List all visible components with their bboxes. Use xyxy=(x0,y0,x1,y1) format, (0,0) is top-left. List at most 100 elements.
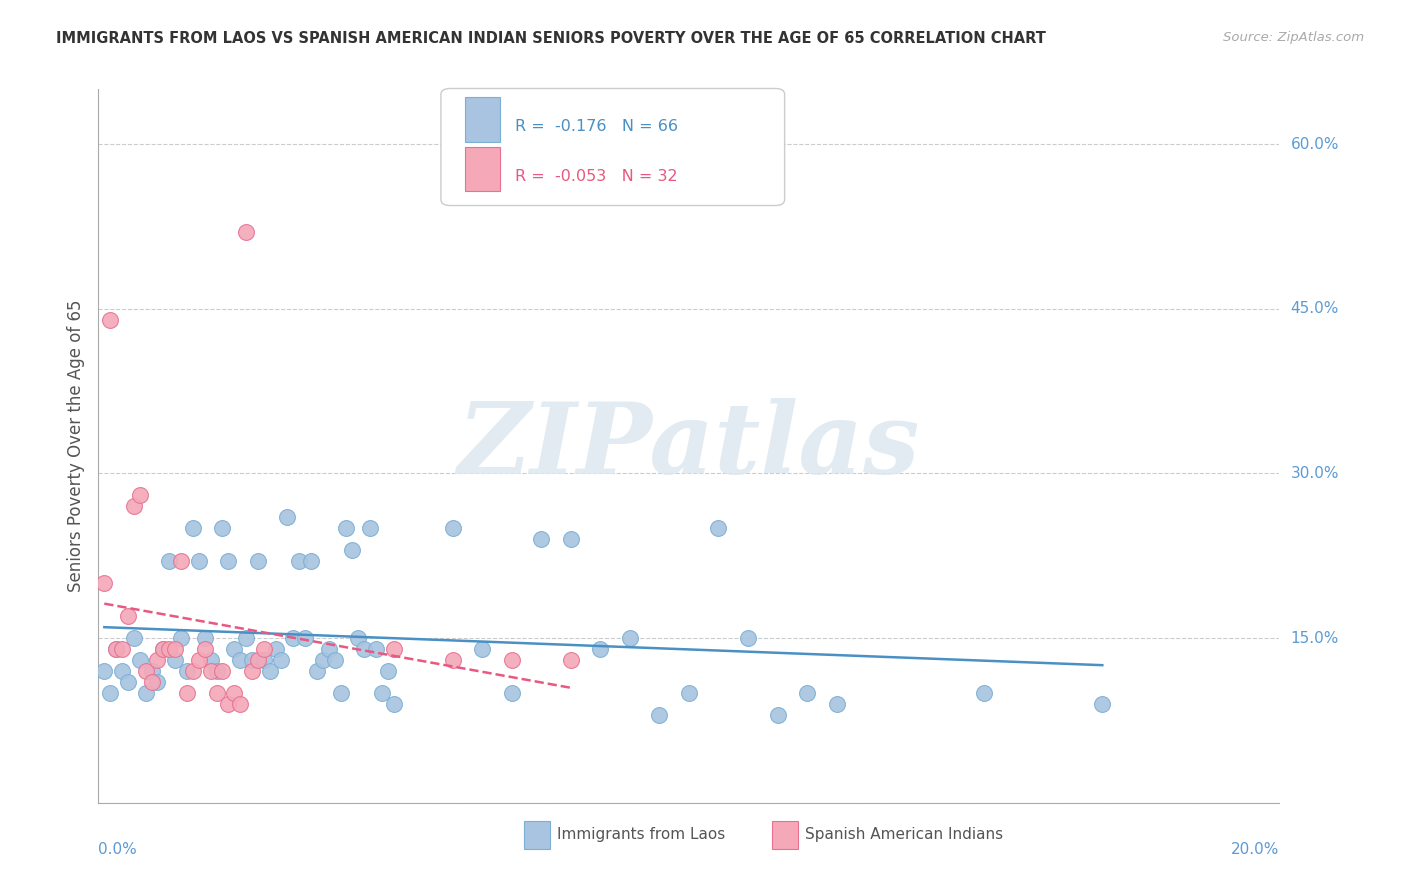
Text: Immigrants from Laos: Immigrants from Laos xyxy=(557,828,725,842)
Point xyxy=(259,664,281,678)
Point xyxy=(152,642,174,657)
Text: R =  -0.053   N = 32: R = -0.053 N = 32 xyxy=(516,169,678,184)
Point xyxy=(211,664,233,678)
Point xyxy=(678,686,700,700)
Point xyxy=(176,664,198,678)
Point xyxy=(217,554,239,568)
Point xyxy=(560,653,582,667)
Point xyxy=(253,653,276,667)
Text: 30.0%: 30.0% xyxy=(1291,466,1339,481)
Point xyxy=(299,554,322,568)
Point xyxy=(135,664,157,678)
Point xyxy=(737,631,759,645)
Point xyxy=(165,653,187,667)
Point xyxy=(441,653,464,667)
Bar xyxy=(464,97,501,142)
Point xyxy=(93,664,115,678)
Point xyxy=(105,642,128,657)
Point xyxy=(187,554,209,568)
Text: IMMIGRANTS FROM LAOS VS SPANISH AMERICAN INDIAN SENIORS POVERTY OVER THE AGE OF : IMMIGRANTS FROM LAOS VS SPANISH AMERICAN… xyxy=(56,31,1046,46)
Point xyxy=(146,675,169,690)
Point xyxy=(796,686,818,700)
Point xyxy=(335,521,357,535)
Point xyxy=(371,686,394,700)
Point xyxy=(211,521,233,535)
Point xyxy=(283,631,305,645)
FancyBboxPatch shape xyxy=(441,88,785,205)
Point xyxy=(530,533,553,547)
Point xyxy=(105,642,128,657)
Point xyxy=(128,653,150,667)
Text: 20.0%: 20.0% xyxy=(1232,842,1279,856)
Point xyxy=(364,642,387,657)
Point xyxy=(323,653,346,667)
Point xyxy=(152,642,174,657)
Point xyxy=(240,664,263,678)
Point xyxy=(217,697,239,711)
Point xyxy=(973,686,995,700)
Point xyxy=(235,631,257,645)
Point xyxy=(382,642,405,657)
Point xyxy=(253,642,276,657)
Point xyxy=(229,697,252,711)
Point xyxy=(146,653,169,667)
Point xyxy=(170,554,193,568)
Point xyxy=(501,653,523,667)
Point xyxy=(205,686,228,700)
Point xyxy=(382,697,405,711)
Point xyxy=(270,653,292,667)
Point xyxy=(181,664,204,678)
Point xyxy=(98,686,121,700)
Point xyxy=(589,642,612,657)
Point xyxy=(93,576,115,591)
Point xyxy=(111,664,134,678)
Text: Source: ZipAtlas.com: Source: ZipAtlas.com xyxy=(1223,31,1364,45)
Text: 15.0%: 15.0% xyxy=(1291,631,1339,646)
Point xyxy=(501,686,523,700)
Point xyxy=(128,488,150,502)
Point xyxy=(377,664,399,678)
Point xyxy=(264,642,287,657)
Point xyxy=(246,554,269,568)
Point xyxy=(122,500,145,514)
Point xyxy=(181,521,204,535)
Point xyxy=(471,642,494,657)
Bar xyxy=(464,147,501,192)
Point xyxy=(276,510,298,524)
Point xyxy=(157,642,180,657)
Point xyxy=(224,686,246,700)
Point xyxy=(441,521,464,535)
Point xyxy=(619,631,641,645)
Point xyxy=(205,664,228,678)
Point xyxy=(1091,697,1114,711)
Point xyxy=(98,312,121,326)
Point xyxy=(560,533,582,547)
Point xyxy=(288,554,311,568)
Text: Spanish American Indians: Spanish American Indians xyxy=(804,828,1002,842)
Point xyxy=(141,664,163,678)
Point xyxy=(141,675,163,690)
Point xyxy=(200,653,222,667)
Point xyxy=(122,631,145,645)
Point xyxy=(117,675,139,690)
Point xyxy=(246,653,269,667)
Text: 0.0%: 0.0% xyxy=(98,842,138,856)
Point xyxy=(176,686,198,700)
Point xyxy=(187,653,209,667)
Point xyxy=(224,642,246,657)
Point xyxy=(707,521,730,535)
Point xyxy=(157,554,180,568)
Point xyxy=(305,664,328,678)
Point xyxy=(229,653,252,667)
Text: 60.0%: 60.0% xyxy=(1291,136,1339,152)
Point xyxy=(200,664,222,678)
Text: 45.0%: 45.0% xyxy=(1291,301,1339,317)
Point xyxy=(194,631,217,645)
Point xyxy=(111,642,134,657)
Point xyxy=(766,708,789,723)
Point xyxy=(359,521,381,535)
Point xyxy=(347,631,370,645)
Point xyxy=(648,708,671,723)
Point xyxy=(135,686,157,700)
Point xyxy=(165,642,187,657)
